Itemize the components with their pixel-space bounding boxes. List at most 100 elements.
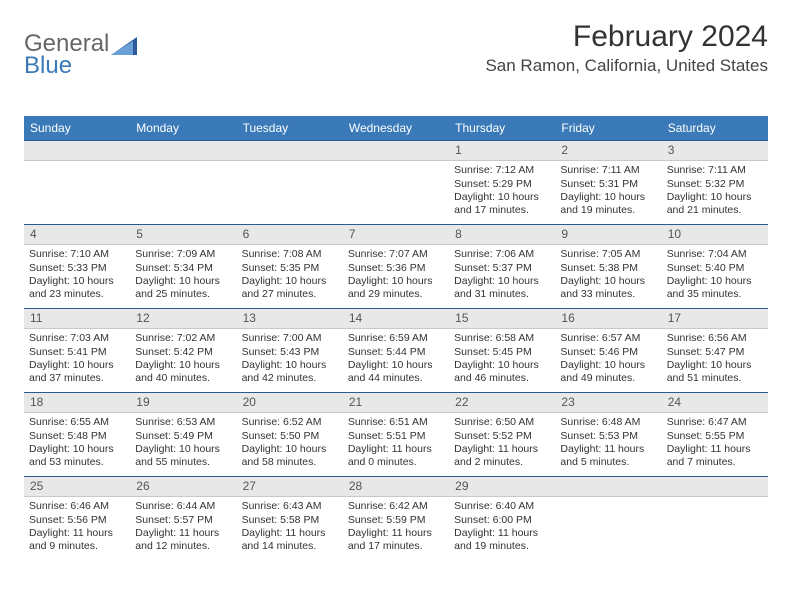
day-cell: 1Sunrise: 7:12 AMSunset: 5:29 PMDaylight… [449,140,555,224]
day-number: 5 [130,224,236,245]
day-number: 19 [130,392,236,413]
header: General February 2024 San Ramon, Califor… [24,20,768,76]
sunset-line: Sunset: 5:50 PM [242,430,338,443]
day-cell: 19Sunrise: 6:53 AMSunset: 5:49 PMDayligh… [130,392,236,476]
sunrise-line: Sunrise: 6:56 AM [667,332,763,345]
sunset-line: Sunset: 5:43 PM [242,346,338,359]
day-cell: 14Sunrise: 6:59 AMSunset: 5:44 PMDayligh… [343,308,449,392]
sunset-line: Sunset: 5:48 PM [29,430,125,443]
daylight-line: Daylight: 11 hours and 2 minutes. [454,443,550,469]
sunset-line: Sunset: 5:57 PM [135,514,231,527]
logo-blue-wrap: Blue [24,52,72,80]
sunrise-line: Sunrise: 7:04 AM [667,248,763,261]
sunrise-line: Sunrise: 7:00 AM [242,332,338,345]
day-cell: 7Sunrise: 7:07 AMSunset: 5:36 PMDaylight… [343,224,449,308]
sunset-line: Sunset: 5:31 PM [560,178,656,191]
logo-text-blue: Blue [24,52,72,79]
day-number: 4 [24,224,130,245]
day-cell: 6Sunrise: 7:08 AMSunset: 5:35 PMDaylight… [237,224,343,308]
sunrise-line: Sunrise: 7:02 AM [135,332,231,345]
sunrise-line: Sunrise: 7:10 AM [29,248,125,261]
sunrise-line: Sunrise: 6:52 AM [242,416,338,429]
daylight-line: Daylight: 10 hours and 46 minutes. [454,359,550,385]
sunset-line: Sunset: 5:35 PM [242,262,338,275]
day-number: 13 [237,308,343,329]
sunset-line: Sunset: 5:47 PM [667,346,763,359]
day-number: 26 [130,476,236,497]
day-number: 20 [237,392,343,413]
weekday-header: Sunday Monday Tuesday Wednesday Thursday… [24,116,768,140]
day-cell: 24Sunrise: 6:47 AMSunset: 5:55 PMDayligh… [662,392,768,476]
daylight-line: Daylight: 11 hours and 7 minutes. [667,443,763,469]
weekday-label: Monday [130,116,236,140]
sunset-line: Sunset: 5:46 PM [560,346,656,359]
sunset-line: Sunset: 5:36 PM [348,262,444,275]
daylight-line: Daylight: 11 hours and 12 minutes. [135,527,231,553]
daylight-line: Daylight: 10 hours and 31 minutes. [454,275,550,301]
day-cell: 18 Sunrise: 6:55 AMSunset: 5:48 PMDayligh… [24,392,130,476]
sunset-line: Sunset: 5:33 PM [29,262,125,275]
daylight-line: Daylight: 10 hours and 44 minutes. [348,359,444,385]
calendar-week: 4Sunrise: 7:10 AMSunset: 5:33 PMDaylight… [24,224,768,308]
calendar-week: 11Sunrise: 7:03 AMSunset: 5:41 PMDayligh… [24,308,768,392]
sunrise-line: Sunrise: 6:46 AM [29,500,125,513]
weekday-label: Tuesday [237,116,343,140]
day-number: 10 [662,224,768,245]
day-cell-empty: . [555,476,661,560]
sunrise-line: Sunrise: 6:40 AM [454,500,550,513]
sunset-line: Sunset: 5:38 PM [560,262,656,275]
weeks-grid: ....1Sunrise: 7:12 AMSunset: 5:29 PMDayl… [24,140,768,560]
sunset-line: Sunset: 5:32 PM [667,178,763,191]
daylight-line: Daylight: 10 hours and 17 minutes. [454,191,550,217]
calendar-week: 25Sunrise: 6:46 AMSunset: 5:56 PMDayligh… [24,476,768,560]
daylight-line: Daylight: 10 hours and 25 minutes. [135,275,231,301]
day-cell: 4 Sunrise: 7:10 AMSunset: 5:33 PMDaylight… [24,224,130,308]
weekday-label: Saturday [662,116,768,140]
daylight-line: Daylight: 11 hours and 9 minutes. [29,527,125,553]
day-number: 9 [555,224,661,245]
day-cell: 16Sunrise: 6:57 AMSunset: 5:46 PMDayligh… [555,308,661,392]
daylight-line: Daylight: 10 hours and 53 minutes. [29,443,125,469]
sunrise-line: Sunrise: 7:09 AM [135,248,231,261]
day-number: 15 [449,308,555,329]
sunrise-line: Sunrise: 6:58 AM [454,332,550,345]
day-cell: 27Sunrise: 6:43 AMSunset: 5:58 PMDayligh… [237,476,343,560]
day-number: 27 [237,476,343,497]
daylight-line: Daylight: 10 hours and 42 minutes. [242,359,338,385]
day-number: 16 [555,308,661,329]
sunrise-line: Sunrise: 6:55 AM [29,416,125,429]
day-cell: 20 Sunrise: 6:52 AMSunset: 5:50 PMDayligh… [237,392,343,476]
sunrise-line: Sunrise: 7:08 AM [242,248,338,261]
day-number: 12 [130,308,236,329]
daylight-line: Daylight: 10 hours and 58 minutes. [242,443,338,469]
daylight-line: Daylight: 11 hours and 17 minutes. [348,527,444,553]
daylight-line: Daylight: 10 hours and 19 minutes. [560,191,656,217]
sunset-line: Sunset: 5:37 PM [454,262,550,275]
day-cell: 21Sunrise: 6:51 AMSunset: 5:51 PMDayligh… [343,392,449,476]
day-cell: 26Sunrise: 6:44 AMSunset: 5:57 PMDayligh… [130,476,236,560]
sunset-line: Sunset: 5:44 PM [348,346,444,359]
sunrise-line: Sunrise: 6:57 AM [560,332,656,345]
day-cell: 10Sunrise: 7:04 AMSunset: 5:40 PMDayligh… [662,224,768,308]
sunset-line: Sunset: 5:58 PM [242,514,338,527]
sunset-line: Sunset: 5:52 PM [454,430,550,443]
day-cell: 13 Sunrise: 7:00 AMSunset: 5:43 PMDayligh… [237,308,343,392]
daylight-line: Daylight: 11 hours and 0 minutes. [348,443,444,469]
day-number: 3 [662,140,768,161]
sunset-line: Sunset: 5:55 PM [667,430,763,443]
daylight-line: Daylight: 10 hours and 23 minutes. [29,275,125,301]
day-number: 29 [449,476,555,497]
day-number: 18 [24,392,130,413]
sunrise-line: Sunrise: 7:07 AM [348,248,444,261]
day-number: 28 [343,476,449,497]
title-block: February 2024 San Ramon, California, Uni… [485,20,768,76]
daylight-line: Daylight: 10 hours and 55 minutes. [135,443,231,469]
daylight-line: Daylight: 10 hours and 33 minutes. [560,275,656,301]
daylight-line: Daylight: 11 hours and 19 minutes. [454,527,550,553]
day-cell: 12Sunrise: 7:02 AMSunset: 5:42 PMDayligh… [130,308,236,392]
sunset-line: Sunset: 5:59 PM [348,514,444,527]
day-number: 2 [555,140,661,161]
sunset-line: Sunset: 5:29 PM [454,178,550,191]
weekday-label: Wednesday [343,116,449,140]
day-cell: 3Sunrise: 7:11 AMSunset: 5:32 PMDaylight… [662,140,768,224]
